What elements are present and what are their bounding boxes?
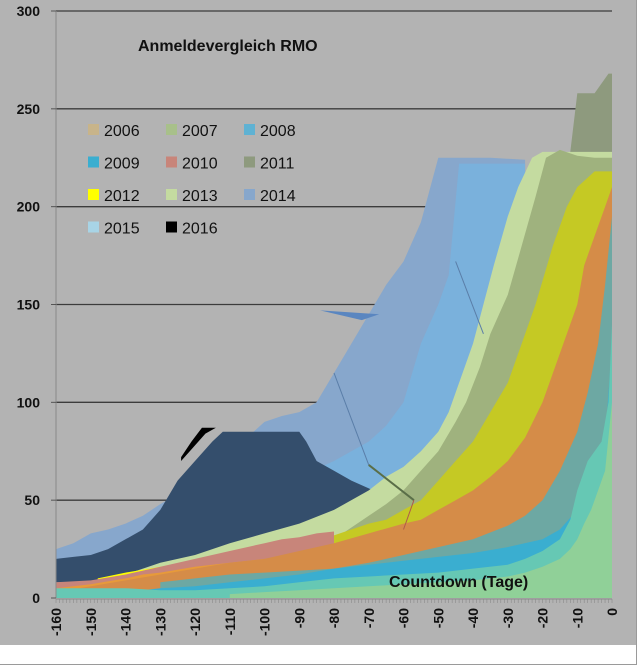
x-axis-label: Countdown (Tage)	[389, 574, 528, 591]
artifact-wedge	[320, 310, 380, 321]
legend-swatch	[244, 156, 255, 168]
x-tick-label: -110	[222, 608, 238, 635]
legend-swatch	[88, 124, 99, 135]
legend-swatch	[244, 189, 255, 200]
legend: 2006 2007 2008 2009 2010 2011 2012 2013 2014 2015…	[88, 123, 296, 238]
y-tick-label: 250	[17, 101, 41, 117]
legend-item-2007: 2007	[166, 123, 218, 140]
legend-swatch	[166, 189, 177, 200]
x-tick-label: -20	[535, 608, 551, 628]
legend-label: 2016	[182, 221, 218, 238]
y-tick-label: 50	[24, 492, 40, 508]
legend-label: 2012	[104, 188, 140, 205]
area-2016	[181, 427, 216, 462]
y-tick-label: 300	[17, 3, 41, 19]
legend-item-2008: 2008	[244, 123, 296, 140]
chart-title: Anmeldevergleich RMO	[138, 38, 318, 55]
legend-label: 2013	[182, 188, 218, 205]
x-tick-label: -140	[118, 608, 134, 636]
legend-label: 2006	[104, 123, 140, 140]
x-tick-label: -70	[361, 608, 377, 628]
x-tick-label: -10	[569, 608, 585, 628]
artifact-line	[455, 261, 484, 335]
legend-label: 2015	[104, 221, 140, 238]
legend-item-2015: 2015	[88, 221, 140, 238]
legend-item-2014: 2014	[244, 188, 296, 205]
area-2007	[229, 402, 613, 598]
legend-swatch	[166, 221, 177, 233]
y-tick-label: 100	[17, 394, 41, 410]
area-2010-orange	[56, 187, 612, 598]
legend-item-2011: 2011	[244, 156, 295, 173]
legend-label: 2007	[182, 123, 218, 140]
area-series	[56, 73, 613, 599]
axes	[51, 10, 613, 603]
x-tick-label: -80	[326, 608, 342, 628]
legend-item-2013: 2013	[166, 188, 218, 205]
x-tick-labels: -160 -150 -140 -130 -120 -110 -100 -90 -80 -70 -60…	[48, 608, 620, 636]
legend-label: 2011	[260, 156, 295, 173]
x-tick-label: 0	[604, 608, 620, 616]
x-tick-label: -60	[396, 608, 412, 628]
y-tick-label: 0	[32, 590, 40, 606]
x-tick-label: -120	[187, 608, 203, 636]
legend-item-2012: 2012	[88, 188, 140, 205]
legend-item-2010: 2010	[166, 156, 218, 173]
x-tick-label: -40	[465, 608, 481, 628]
legend-swatch	[88, 189, 99, 200]
legend-item-2016: 2016	[166, 221, 218, 238]
y-tick-label: 150	[17, 297, 41, 313]
legend-label: 2010	[182, 156, 218, 173]
x-tick-label: -90	[291, 608, 307, 628]
artifact-line	[368, 464, 415, 501]
legend-swatch	[166, 124, 177, 135]
x-tick-label: -100	[257, 608, 273, 636]
legend-item-2009: 2009	[88, 156, 140, 173]
legend-label: 2009	[104, 156, 140, 173]
x-tick-label: -160	[48, 608, 64, 636]
y-tick-label: 200	[17, 199, 41, 215]
legend-label: 2014	[260, 188, 296, 205]
x-tick-label: -30	[500, 608, 516, 628]
artifact-line	[403, 499, 415, 530]
x-tick-label: -50	[430, 608, 446, 628]
legend-swatch	[244, 124, 255, 135]
legend-swatch	[88, 221, 99, 233]
legend-label: 2008	[260, 123, 296, 140]
legend-item-2006: 2006	[88, 123, 140, 140]
x-tick-label: -130	[152, 608, 168, 636]
legend-swatch	[166, 156, 177, 168]
artifact-line	[333, 372, 370, 466]
x-tick-label: -150	[83, 608, 99, 636]
legend-swatch	[88, 156, 99, 168]
y-tick-labels: 0 50 100 150 200 250 300	[17, 3, 41, 606]
